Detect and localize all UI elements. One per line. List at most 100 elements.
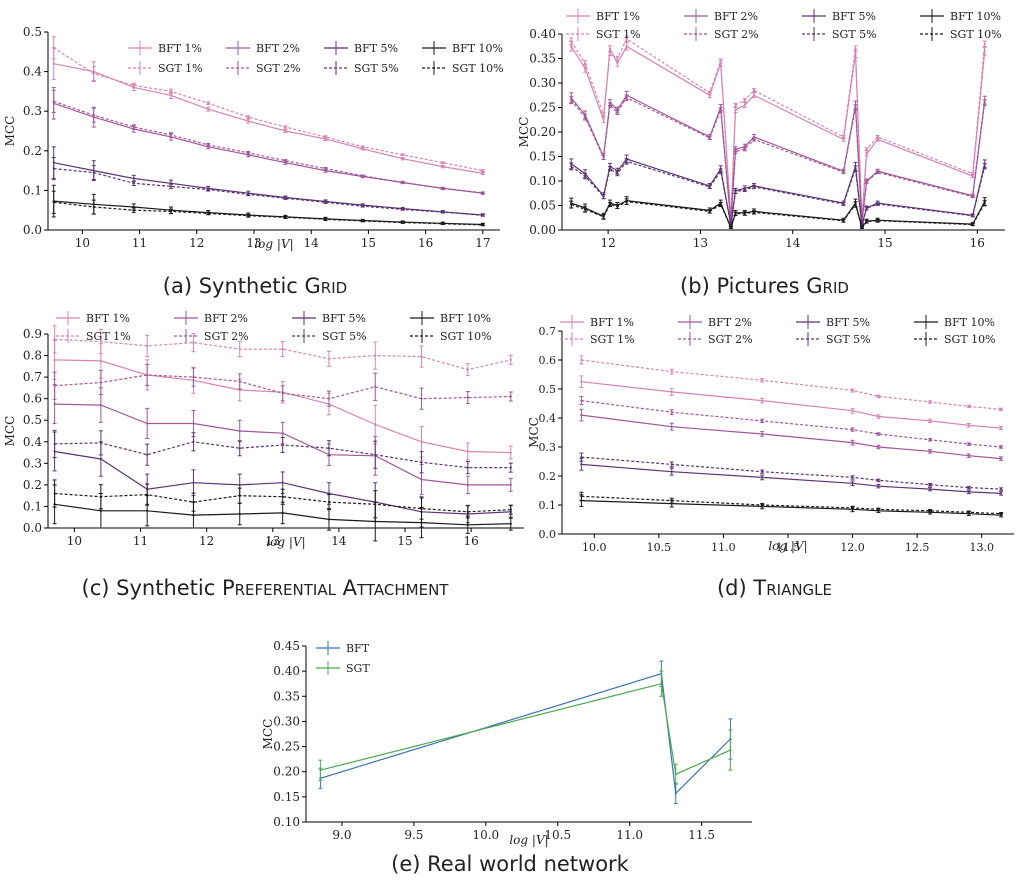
data-point	[719, 108, 722, 112]
data-point	[570, 165, 573, 168]
data-point	[401, 157, 404, 160]
legend-label: BFT 5%	[832, 10, 876, 23]
data-point	[851, 389, 854, 392]
data-point	[865, 148, 868, 151]
x-tick-label: 10.5	[544, 828, 571, 842]
series-line-sgt-10-	[54, 492, 511, 513]
data-point	[192, 481, 195, 484]
data-point	[877, 415, 880, 418]
data-point	[441, 161, 444, 164]
data-point	[708, 136, 711, 139]
data-point	[238, 388, 241, 392]
data-point	[608, 167, 612, 170]
x-tick-label: 11.5	[688, 828, 715, 842]
y-tick-label: 0.5	[23, 25, 42, 39]
legend-label: BFT 5%	[322, 312, 366, 325]
x-tick-label: 9.0	[332, 828, 351, 842]
data-point	[580, 456, 583, 459]
data-point	[509, 508, 512, 511]
legend-label: BFT 1%	[86, 312, 130, 325]
data-point	[53, 442, 56, 446]
data-point	[509, 395, 512, 398]
legend-label: SGT 2%	[204, 330, 249, 343]
legend-label: BFT 10%	[452, 42, 503, 55]
data-point	[466, 450, 469, 453]
x-axis-label: log |V|	[768, 539, 807, 553]
data-point	[52, 62, 55, 65]
caption-a: (a) Synthetic Grid	[162, 274, 348, 298]
data-point	[877, 432, 880, 436]
data-point	[481, 214, 484, 217]
data-point	[401, 153, 404, 156]
data-point	[99, 495, 102, 498]
chart-a-svg: 0.0 0.1 0.2 0.3 0.4 0.5 10 11 12 13 14 15 16 17 MCC log…	[3, 25, 504, 251]
legend-label: BFT 10%	[950, 10, 1001, 23]
data-point	[999, 512, 1003, 515]
legend-label: SGT 10%	[944, 333, 996, 346]
data-point	[570, 203, 573, 206]
data-point	[967, 511, 970, 514]
chart-d: 0.0 0.1 0.2 0.3 0.4 0.5 0.6 0.7 10.0 10.5 11.0 11.5…	[527, 306, 1019, 606]
data-point	[192, 513, 195, 517]
y-axis-label: MCC	[261, 719, 275, 750]
data-point	[761, 379, 764, 382]
y-tick-label: 0.40	[529, 27, 556, 41]
y-tick-label: 0.5	[539, 383, 557, 396]
x-tick-label: 16	[463, 534, 478, 548]
data-point	[327, 397, 331, 400]
data-point	[192, 501, 195, 504]
data-point	[132, 182, 135, 185]
data-point	[92, 114, 95, 117]
series-line-bft-10-	[581, 500, 1002, 516]
y-tick-label: 0.3	[23, 456, 42, 470]
data-point	[247, 120, 250, 123]
series-line-sgt-1-	[53, 47, 483, 172]
legend-label: BFT 5%	[826, 316, 870, 329]
data-point	[52, 201, 55, 204]
legend-label: BFT 1%	[590, 316, 634, 329]
data-point	[466, 368, 469, 371]
data-point	[971, 214, 974, 217]
data-point	[99, 404, 102, 407]
data-point	[99, 509, 102, 512]
data-point	[583, 67, 587, 70]
data-point	[281, 495, 284, 498]
data-point	[743, 188, 746, 191]
legend-label: SGT 5%	[832, 28, 877, 41]
y-tick-label: 0.1	[539, 499, 557, 512]
data-point	[238, 347, 241, 351]
data-point	[207, 212, 210, 215]
data-point	[420, 507, 423, 510]
data-point	[719, 170, 722, 173]
legend-label: SGT 1%	[590, 333, 635, 346]
y-tick-label: 0.7	[539, 325, 557, 338]
data-point	[967, 490, 970, 494]
data-point	[509, 466, 512, 469]
data-point	[441, 165, 444, 168]
data-point	[53, 358, 56, 361]
data-point	[361, 145, 364, 148]
data-point	[876, 138, 879, 141]
data-point	[466, 510, 469, 513]
y-tick-label: 0.4	[23, 435, 42, 449]
data-point	[247, 116, 250, 119]
data-point	[670, 499, 673, 502]
data-point	[583, 208, 587, 211]
data-point	[602, 113, 605, 116]
data-point	[928, 509, 932, 512]
data-point	[877, 485, 880, 488]
series-line-sgt-1-	[54, 338, 511, 371]
y-tick-label: 0.9	[23, 327, 42, 341]
data-point	[169, 90, 173, 93]
data-point	[983, 201, 986, 205]
x-tick-label: 14	[331, 534, 347, 548]
data-point	[420, 397, 423, 400]
series-line-bft-1-	[570, 45, 986, 221]
data-point	[670, 425, 673, 428]
x-tick-label: 16	[418, 236, 433, 250]
legend-label: BFT 1%	[596, 10, 640, 23]
y-tick-label: 0.3	[23, 104, 42, 118]
data-point	[53, 402, 56, 406]
data-point	[851, 428, 854, 431]
data-point	[169, 185, 173, 188]
